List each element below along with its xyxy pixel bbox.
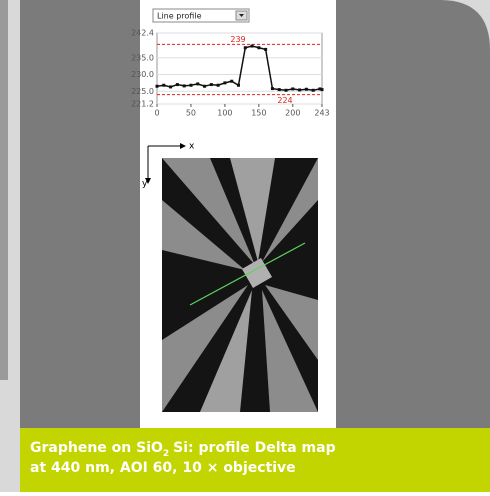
caption-text: Graphene on SiO <box>30 440 163 456</box>
data-point <box>311 88 315 92</box>
profile-line <box>189 242 306 306</box>
data-point <box>277 88 281 92</box>
image-y-label: y <box>142 179 148 189</box>
arrowhead <box>145 178 151 184</box>
map-region <box>200 158 275 412</box>
caption-box <box>20 428 490 492</box>
data-point <box>182 84 186 88</box>
caption-subscript: 2 <box>163 449 169 459</box>
x-tick-label: 50 <box>186 109 196 118</box>
caption-line2: at 440 nm, AOI 60, 10 × objective <box>30 460 296 476</box>
y-tick-label: 230.0 <box>131 70 154 79</box>
x-tick-label: 150 <box>251 109 266 118</box>
y-tick-label: 225.0 <box>131 87 154 96</box>
y-tick-label: 242.4 <box>131 29 154 38</box>
map-region <box>162 158 318 412</box>
data-point <box>175 83 179 87</box>
dropdown-arrow <box>239 14 244 17</box>
data-point <box>284 88 288 92</box>
data-point <box>291 87 295 91</box>
x-tick-label: 200 <box>285 109 300 118</box>
image-x-label: x <box>189 142 195 152</box>
x-tick-label: 100 <box>217 109 232 118</box>
reference-label: 224 <box>277 96 292 105</box>
data-point <box>203 84 207 88</box>
data-point <box>223 81 227 85</box>
data-point <box>236 83 240 87</box>
x-tick-label: 243 <box>314 109 329 118</box>
data-point <box>304 87 308 91</box>
data-point <box>209 83 213 87</box>
left-strip <box>0 0 8 380</box>
data-point <box>270 87 274 91</box>
x-tick-label: 0 <box>154 109 159 118</box>
data-point <box>298 88 302 92</box>
arrowhead <box>180 143 186 149</box>
dropdown[interactable] <box>152 8 250 23</box>
data-point <box>243 46 247 50</box>
data-point <box>257 46 261 50</box>
y-tick-label: 221.2 <box>131 100 154 109</box>
data-point <box>230 79 234 83</box>
data-point <box>169 85 173 89</box>
data-point <box>189 83 193 87</box>
data-point <box>320 88 324 92</box>
caption-text: Si: profile Delta map <box>173 440 335 456</box>
data-point <box>216 83 220 87</box>
reference-label: 239 <box>230 35 245 44</box>
dropdown-label: Line profile <box>157 12 202 21</box>
data-point <box>196 82 200 86</box>
data-point <box>162 83 166 87</box>
data-point <box>264 47 268 51</box>
data-point <box>318 87 322 91</box>
y-tick-label: 235.0 <box>131 53 154 62</box>
map-image <box>162 158 318 412</box>
data-point <box>250 44 254 48</box>
data-point <box>155 84 159 88</box>
caption-line1: Graphene on SiO2 Si: profile Delta map <box>30 440 336 459</box>
